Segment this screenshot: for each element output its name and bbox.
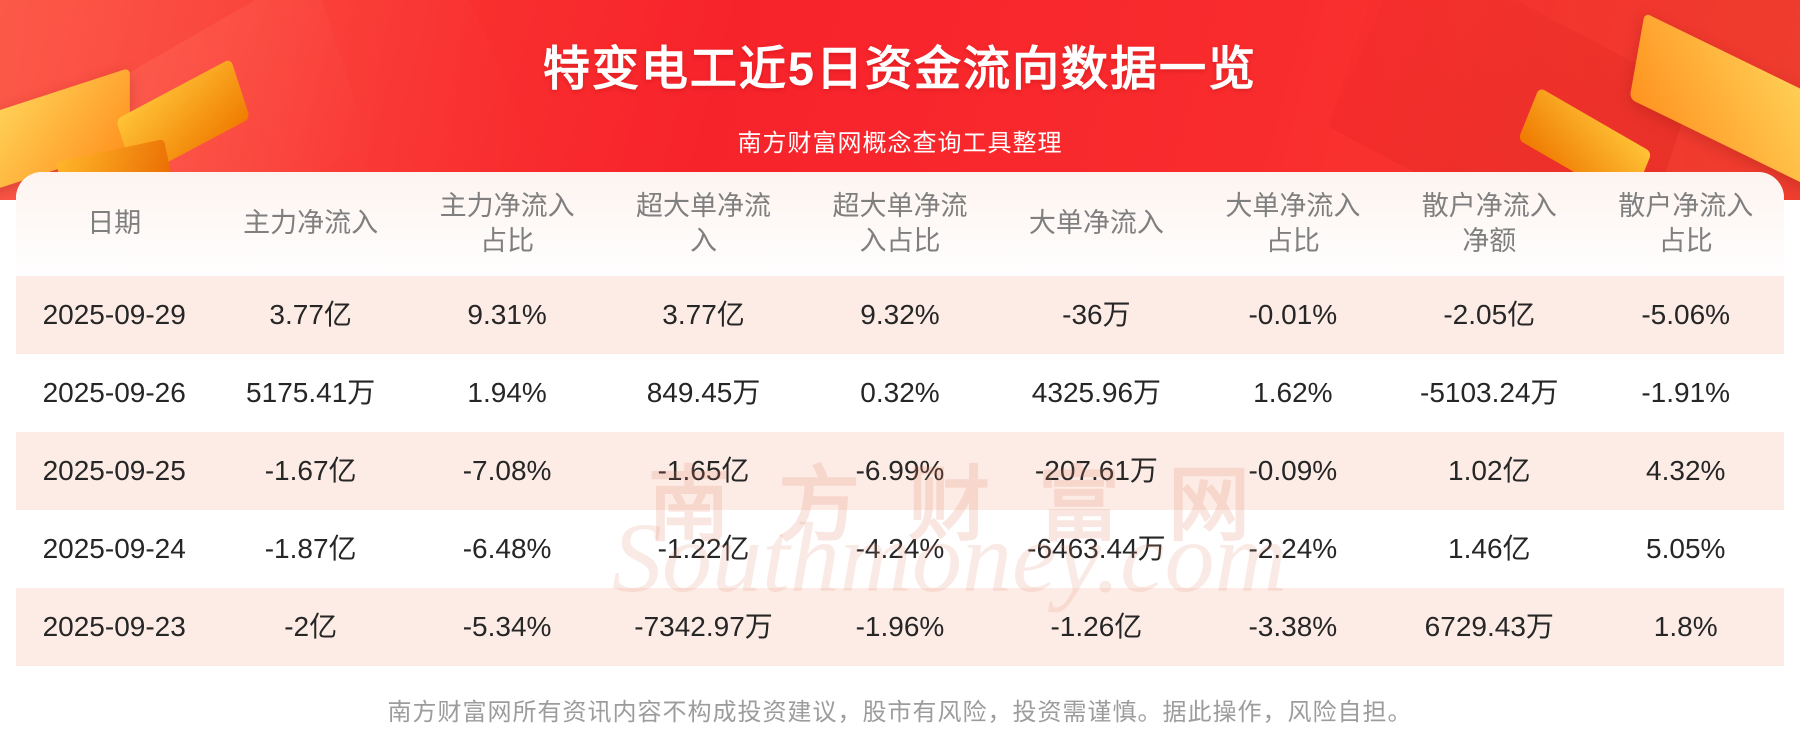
column-header: 日期 [87, 208, 142, 239]
table-cell: 2025-09-24 [42, 532, 186, 564]
table-cell: -7.08% [462, 454, 552, 486]
table-cell: -7342.97万 [634, 610, 773, 642]
table-cell: 3.77亿 [662, 298, 745, 330]
table-cell: -3.38% [1248, 610, 1338, 642]
table-cell: -1.96% [855, 610, 945, 642]
table-cell: -5.06% [1641, 298, 1731, 330]
table-cell: -1.91% [1641, 376, 1731, 408]
table-row: 2025-09-24 -1.87亿 -6.48% -1.22亿 -4.24% -6463.… [16, 510, 1784, 588]
column-header: 主力净流入 [243, 208, 379, 239]
table-cell: -5103.24万 [1420, 376, 1559, 408]
table-cell: 1.94% [467, 376, 547, 408]
column-header: 主力净流入占比 [439, 190, 575, 256]
table-cell: -1.87亿 [264, 532, 357, 564]
table-cell: 9.31% [467, 298, 547, 330]
table-cell: 2025-09-23 [42, 610, 186, 642]
table-cell: -2.05亿 [1443, 298, 1536, 330]
column-header: 散户净流入净额 [1421, 190, 1557, 256]
table-header-row: 日期 主力净流入 主力净流入占比 超大单净流入 超大单净流入占比 大单净流入 大单净流入占比… [16, 172, 1784, 276]
table-cell: 0.32% [860, 376, 940, 408]
table-cell: 5.05% [1646, 532, 1726, 564]
table-row: 2025-09-29 3.77亿 9.31% 3.77亿 9.32% -36万 -0.01%… [16, 276, 1784, 354]
page-title: 特变电工近5日资金流向数据一览 [542, 42, 1258, 95]
table-cell: 2025-09-25 [42, 454, 186, 486]
table-row: 2025-09-23 -2亿 -5.34% -7342.97万 -1.96% -1.26亿… [16, 588, 1784, 666]
table-cell: -1.26亿 [1050, 610, 1143, 642]
table-cell: 2025-09-26 [42, 376, 186, 408]
column-header: 大单净流入 [1028, 208, 1164, 239]
table-cell: -1.22亿 [657, 532, 750, 564]
fund-flow-table: 日期 主力净流入 主力净流入占比 超大单净流入 超大单净流入占比 大单净流入 大单净流入占比… [16, 172, 1784, 666]
table-cell: -1.65亿 [657, 454, 750, 486]
table-cell: -2亿 [284, 610, 338, 642]
table-body: 2025-09-29 3.77亿 9.31% 3.77亿 9.32% -36万 -0.01%… [16, 276, 1784, 666]
table-cell: 1.8% [1653, 610, 1718, 642]
table-cell: -36万 [1062, 298, 1131, 330]
table-cell: -0.01% [1248, 298, 1338, 330]
table-row: 2025-09-26 5175.41万 1.94% 849.45万 0.32% 4325.… [16, 354, 1784, 432]
table-cell: -4.24% [855, 532, 945, 564]
table-cell: -5.34% [462, 610, 552, 642]
table-cell: -2.24% [1248, 532, 1338, 564]
table-cell: 4.32% [1646, 454, 1726, 486]
table-row: 2025-09-25 -1.67亿 -7.08% -1.65亿 -6.99% -207.6… [16, 432, 1784, 510]
disclaimer-text: 南方财富网所有资讯内容不构成投资建议，股市有风险，投资需谨慎。据此操作，风险自担… [387, 699, 1413, 726]
table-cell: 5175.41万 [246, 376, 376, 408]
table-cell: 1.62% [1253, 376, 1333, 408]
table-cell: 3.77亿 [269, 298, 352, 330]
column-header: 超大单净流入 [636, 190, 772, 256]
table-cell: 4325.96万 [1031, 376, 1162, 408]
table-cell: 6729.43万 [1424, 610, 1554, 642]
table-cell: 9.32% [860, 298, 940, 330]
table-cell: 849.45万 [646, 376, 761, 408]
banner: 特变电工近5日资金流向数据一览 南方财富网概念查询工具整理 [0, 0, 1800, 200]
table-cell: -6463.44万 [1027, 532, 1166, 564]
table-cell: -6.48% [462, 532, 552, 564]
table-cell: -0.09% [1248, 454, 1338, 486]
table-cell: 1.02亿 [1448, 454, 1531, 486]
table-cell: -207.61万 [1034, 454, 1158, 486]
column-header: 大单净流入占比 [1225, 190, 1361, 256]
column-header: 超大单净流入占比 [832, 190, 968, 256]
column-header: 散户净流入占比 [1618, 190, 1754, 256]
table-cell: 2025-09-29 [42, 298, 186, 330]
table-cell: -6.99% [855, 454, 945, 486]
table-cell: 1.46亿 [1448, 532, 1531, 564]
table-cell: -1.67亿 [264, 454, 357, 486]
page-subtitle: 南方财富网概念查询工具整理 [737, 130, 1063, 157]
